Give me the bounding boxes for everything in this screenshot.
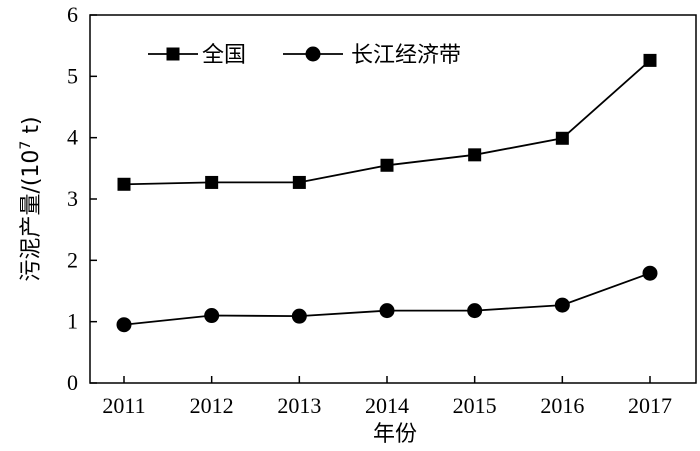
series-1-point-2014 xyxy=(380,158,394,172)
legend-item-2: 长江经济带 xyxy=(283,43,461,68)
series-1-point-2017 xyxy=(643,53,657,67)
legend: 全国 长江经济带 xyxy=(148,43,461,68)
series-1-point-2016 xyxy=(555,131,569,145)
axes: 0 1 2 3 4 5 6 2011 2012 2013 2014 2015 2016 2017 xyxy=(67,2,697,418)
series-2-point-2012 xyxy=(204,308,220,324)
x-tick-label-2012: 2012 xyxy=(190,393,234,418)
series-1-point-2013 xyxy=(292,175,306,189)
series-2-point-2015 xyxy=(467,303,483,319)
series-1-point-2012 xyxy=(205,175,219,189)
y-tick-label-1: 1 xyxy=(67,309,78,334)
y-axis-title-prefix: 污泥产量/(10 xyxy=(19,150,44,282)
y-tick-label-4: 4 xyxy=(67,125,78,150)
y-tick-label-6: 6 xyxy=(67,2,78,27)
y-tick-label-3: 3 xyxy=(67,186,78,211)
y-axis-title-suffix: t) xyxy=(19,116,44,140)
x-tick-label-2011: 2011 xyxy=(102,393,145,418)
x-tick-label-2015: 2015 xyxy=(453,393,497,418)
legend-label-1: 全国 xyxy=(202,43,246,68)
y-tick-label-5: 5 xyxy=(67,63,78,88)
y-axis-title-sup: 7 xyxy=(18,141,34,150)
x-tick-label-2013: 2013 xyxy=(277,393,321,418)
legend-marker-1 xyxy=(166,47,180,61)
series-2-point-2014 xyxy=(379,303,395,319)
series-1-point-2015 xyxy=(468,148,482,162)
y-tick-label-2: 2 xyxy=(67,247,78,272)
series-2-point-2017 xyxy=(642,265,658,281)
x-axis-title: 年份 xyxy=(373,422,417,447)
x-tick-label-2017: 2017 xyxy=(628,393,672,418)
series-1 xyxy=(117,53,657,191)
legend-marker-2 xyxy=(305,46,321,62)
y-tick-label-0: 0 xyxy=(67,370,78,395)
series-layer xyxy=(116,53,658,333)
y-axis-title: 污泥产量/(107 t) xyxy=(18,116,44,281)
series-2-point-2013 xyxy=(291,308,307,324)
legend-label-2: 长江经济带 xyxy=(351,43,461,68)
x-tick-label-2016: 2016 xyxy=(540,393,584,418)
legend-item-1: 全国 xyxy=(148,43,246,68)
series-2 xyxy=(116,265,658,333)
x-tick-label-2014: 2014 xyxy=(365,393,409,418)
plot-frame xyxy=(89,14,697,384)
series-1-point-2011 xyxy=(117,177,131,191)
series-2-point-2016 xyxy=(554,297,570,313)
series-2-point-2011 xyxy=(116,317,132,333)
